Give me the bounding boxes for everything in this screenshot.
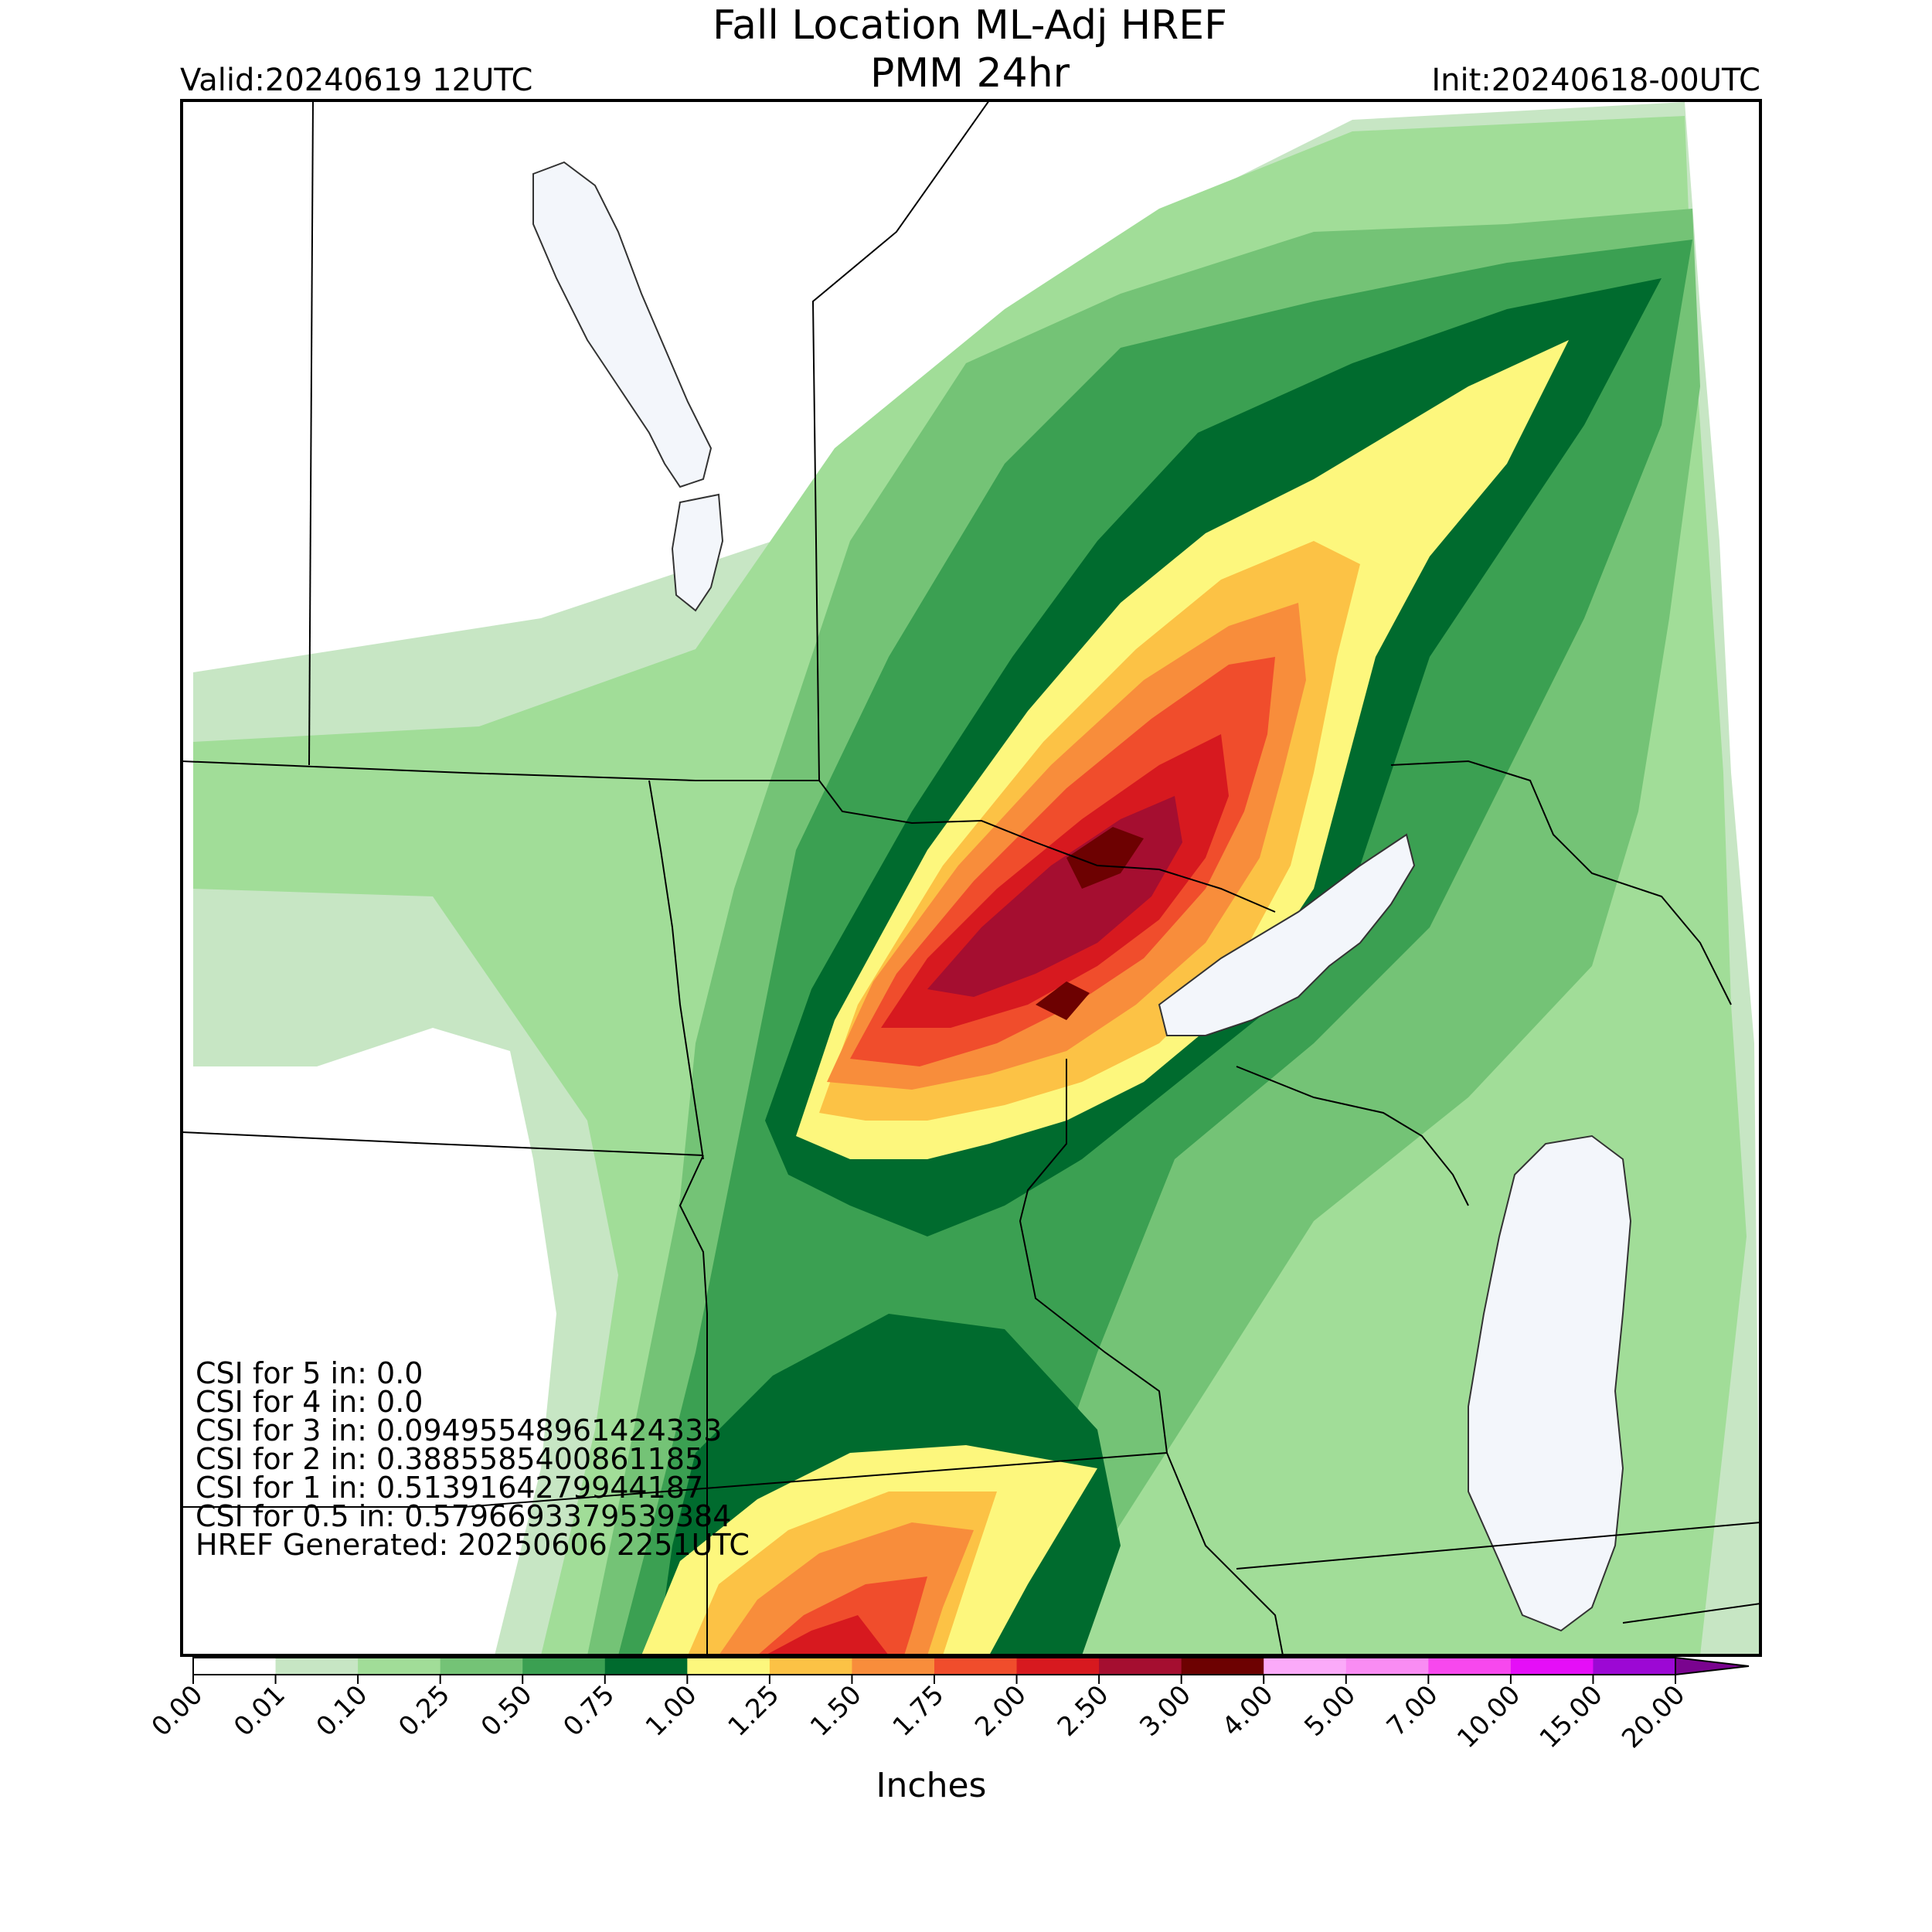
colorbar-segment [1345,1658,1429,1675]
colorbar-segment [852,1658,935,1675]
colorbar-segment [769,1658,852,1675]
border-sask-manitoba [308,100,314,766]
colorbar-tick-label: 1.50 [804,1679,868,1743]
map-frame [180,99,1762,1657]
colorbar-tick-label: 0.00 [146,1679,209,1743]
csi-line: CSI for 5 in: 0.0 [196,1356,423,1390]
precip-bands [193,102,1760,1655]
colorbar-segment [1428,1658,1512,1675]
colorbar-tick-label: 2.00 [969,1679,1032,1743]
csi-line: CSI for 3 in: 0.09495548961424333 [196,1413,722,1447]
lake-winnipeg-south [671,493,724,612]
precip-band-3.00 [1036,827,1144,1020]
colorbar-tick-label: 0.50 [475,1679,539,1743]
colorbar-tick-label: 15.00 [1534,1679,1609,1754]
colorbar-segment [440,1658,523,1675]
csi-line: CSI for 1 in: 0.5139164279944187 [196,1471,703,1505]
colorbar-tick-label: 0.25 [393,1679,456,1743]
init-time: Init:20240618-00UTC [1431,63,1760,98]
border-mi-il [1622,1603,1760,1624]
border-sd-ne-ia [182,1452,1168,1508]
lake-winnipeg [532,161,713,488]
lake-superior [1158,833,1416,1036]
colorbar-tick-label: 0.01 [228,1679,291,1743]
csi-annotations: CSI for 5 in: 0.0 CSI for 4 in: 0.0 CSI … [196,1356,750,1562]
colorbar-tick-label: 1.75 [887,1679,951,1743]
colorbar-tick-label: 3.00 [1134,1679,1197,1743]
csi-line: CSI for 2 in: 0.3885585400861185 [196,1442,703,1476]
colorbar-tick-label: 1.00 [640,1679,703,1743]
border-ia-il [1236,1522,1760,1570]
border-wi-mi [1236,1066,1469,1206]
colorbar-segment [687,1658,770,1675]
boundaries-layer [182,100,1760,1655]
colorbar-tick-label: 10.00 [1451,1679,1526,1754]
colorbar-tick-label: 5.00 [1298,1679,1362,1743]
colorbar-tick-label: 0.10 [311,1679,374,1743]
csi-line: CSI for 4 in: 0.0 [196,1385,423,1419]
lakes-layer [532,161,1632,1632]
colorbar-segment [522,1658,606,1675]
border-canada-us [182,760,1276,913]
csi-line: CSI for 0.5 in: 0.5796693379539384 [196,1499,731,1533]
colorbar-label: Inches [876,1766,987,1805]
colorbar-extend-arrow [1675,1656,1750,1676]
colorbar-tick-label: 4.00 [1216,1679,1280,1743]
border-nd-sd [182,1131,704,1156]
figure-subtitle: PMM 24hr [870,50,1070,97]
figure-title: Fall Location ML-Adj HREF [713,2,1227,49]
colorbar-segment [1181,1658,1264,1675]
colorbar-segment [934,1658,1018,1675]
colorbar-segment [604,1658,688,1675]
colorbar-segment [1264,1658,1347,1675]
colorbar-segment [193,1658,277,1675]
href-generated: HREF Generated: 20250606 2251UTC [196,1528,750,1562]
colorbar-tick-label: 7.00 [1381,1679,1444,1743]
colorbar-segment [275,1658,359,1675]
colorbar-tick-label: 0.75 [557,1679,621,1743]
colorbar-segment [358,1658,441,1675]
lake-michigan [1468,1134,1632,1632]
colorbar-segment [1510,1658,1594,1675]
colorbar-segment [1593,1658,1676,1675]
border-nd-mn [648,780,704,1160]
colorbar-tick-label: 20.00 [1616,1679,1691,1754]
map-area [182,100,1760,1655]
colorbar-tick-label: 2.50 [1052,1679,1115,1743]
border-sd-mn [679,1155,708,1655]
colorbar-segment [1099,1658,1182,1675]
colorbar-tick-label: 1.25 [722,1679,785,1743]
border-manitoba-ontario [811,100,990,781]
colorbar-segment [1016,1658,1100,1675]
valid-time: Valid:20240619 12UTC [180,63,532,98]
colorbar: 0.00 0.01 0.10 0.25 0.50 0.75 1.00 1.25 1.50 1.75… [146,1656,1750,1754]
border-ontario-mi [1390,760,1732,1005]
border-mn-wi [1019,1059,1284,1655]
